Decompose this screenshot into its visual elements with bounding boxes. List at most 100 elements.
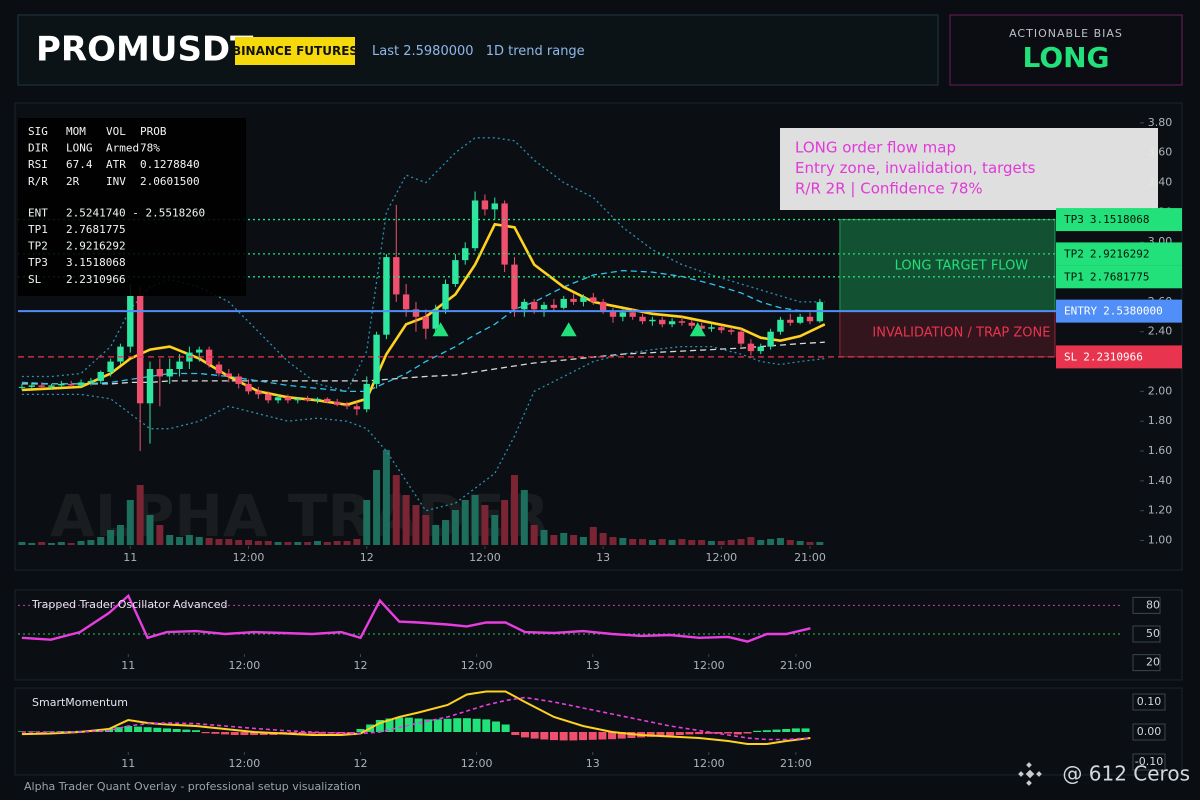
candle-body [599, 301, 607, 311]
momentum-bar [433, 719, 442, 732]
momentum-bar [588, 732, 597, 740]
level-name: TP1 [1064, 270, 1084, 283]
volume-bar [77, 541, 85, 545]
credit: @ 612 Ceros [1062, 762, 1190, 786]
info-cell: 2.9216292 [66, 240, 126, 253]
candle-body [225, 373, 233, 377]
momentum-bar [182, 729, 191, 732]
candle-body [294, 398, 301, 401]
info-cell: TP2 [28, 240, 48, 253]
info-cell: VOL [106, 125, 126, 138]
candle-body [97, 371, 104, 381]
candle-body [639, 316, 646, 322]
candle-body [521, 301, 528, 310]
level-label: TP1 2.7681775 [1064, 270, 1149, 283]
volume-bar [698, 540, 706, 545]
candle-body [324, 398, 331, 402]
zone-label: INVALIDATION / TRAP ZONE [872, 326, 1050, 341]
momentum-line [21, 690, 811, 745]
candle-body [107, 361, 114, 372]
volume-bar [146, 515, 154, 545]
volume-bar [668, 540, 676, 545]
volume-bar [501, 500, 509, 545]
candle-body [333, 401, 341, 405]
candle-body [629, 312, 636, 317]
volume-bar [205, 538, 213, 545]
info-cell: TP1 [28, 223, 48, 236]
candle-body [304, 398, 311, 401]
momentum-bar [569, 732, 578, 741]
x-tick-label: 12:00 [705, 551, 737, 564]
volume-bar [481, 505, 489, 545]
volume-bar [373, 470, 381, 545]
y-tick-label: 0.00 [1137, 725, 1162, 738]
momentum-bar [143, 727, 152, 732]
info-cell: ENT [28, 206, 48, 219]
momentum-bar [250, 732, 259, 735]
info-cell: LONG [66, 142, 93, 155]
x-tick-label: 12:00 [461, 757, 493, 770]
info-cell: DIR [28, 142, 48, 155]
momentum-bar [124, 726, 133, 732]
momentum-bar [540, 732, 549, 740]
bias-label: ACTIONABLE BIAS [1009, 27, 1123, 40]
candle-body [117, 346, 124, 362]
candle-body [58, 383, 65, 386]
level-label: SL 2.2310966 [1064, 350, 1143, 363]
info-cell: 2.7681775 [66, 223, 126, 236]
momentum-bar [395, 717, 404, 732]
volume-bar [67, 543, 75, 545]
y-tick-box [1132, 596, 1161, 614]
momentum-bar [511, 732, 520, 735]
volume-bar [274, 542, 282, 545]
candle-body [757, 346, 764, 352]
momentum-bar [617, 732, 626, 739]
candle-body [67, 383, 75, 386]
momentum-bar [724, 732, 733, 734]
momentum-bar [550, 732, 559, 741]
momentum-bar [230, 732, 239, 735]
y-tick-box [1132, 723, 1166, 741]
volume-bar [245, 540, 253, 545]
volume-bar [225, 539, 233, 545]
candle-body [156, 369, 164, 377]
momentum-bar [579, 732, 588, 741]
candle-body [718, 327, 725, 331]
momentum-bar [598, 732, 607, 740]
volume-bar [540, 530, 548, 545]
candle-body [590, 297, 597, 302]
momentum-bar [240, 732, 249, 735]
volume-bar [806, 542, 814, 545]
x-tick-label: 12:00 [469, 551, 501, 564]
volume-bar [304, 542, 312, 545]
volume-bar [195, 537, 203, 545]
candle-body [678, 321, 686, 323]
info-cell: INV [106, 175, 126, 188]
candle-body [166, 369, 173, 377]
momentum-bar [753, 730, 762, 732]
candle-body [767, 331, 774, 347]
bias-box [949, 14, 1183, 86]
volume-bar [747, 537, 755, 545]
info-cell: SL [28, 273, 42, 286]
symbol: PROMUSDT [36, 30, 254, 70]
candle-body [806, 316, 814, 322]
momentum-bar [317, 732, 326, 734]
y-tick-label: 80 [1146, 598, 1160, 611]
momentum-bar [491, 721, 500, 732]
note-line: R/R 2R | Confidence 78% [795, 180, 983, 198]
buy-signal [689, 322, 706, 337]
volume-bar [707, 541, 715, 545]
momentum-bar [414, 718, 423, 732]
candle-body [530, 301, 538, 310]
momentum-bar [17, 731, 26, 732]
indicator-line [21, 269, 825, 393]
bias-value: LONG [1022, 41, 1109, 74]
overlay-layer: LONG TARGET FLOW INVALIDATION / TRAP ZONE… [18, 118, 1182, 709]
volume-bar [126, 500, 134, 545]
volume-bar [491, 515, 499, 545]
candle-body [540, 304, 548, 310]
y-tick-label: 2.00 [1148, 384, 1173, 397]
volume-bar [461, 500, 469, 545]
volume-bar [550, 535, 558, 545]
